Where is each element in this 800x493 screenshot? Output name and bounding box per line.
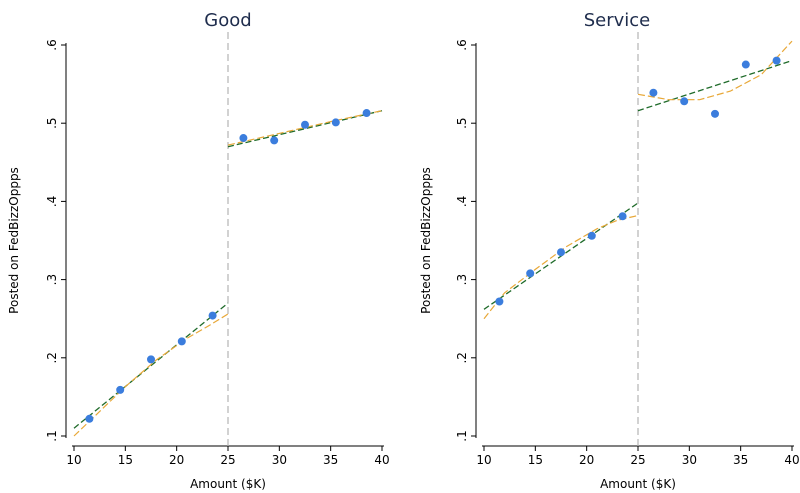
data-point bbox=[495, 297, 504, 306]
polynomial-fit-line bbox=[227, 110, 383, 146]
data-point bbox=[772, 56, 781, 65]
data-point bbox=[741, 60, 750, 69]
data-point bbox=[526, 269, 535, 278]
x-tick-label: 10 bbox=[476, 453, 491, 467]
y-tick-label: .4 bbox=[455, 196, 469, 207]
linear-fit-line bbox=[637, 59, 793, 112]
x-tick-label: 20 bbox=[579, 453, 594, 467]
x-axis-label: Amount ($K) bbox=[600, 477, 676, 491]
data-point bbox=[301, 120, 309, 129]
polynomial-fit-line bbox=[73, 313, 229, 437]
y-tick-label: .5 bbox=[45, 117, 59, 128]
x-tick-label: 20 bbox=[169, 453, 184, 467]
data-point bbox=[270, 136, 279, 145]
x-tick-label: 40 bbox=[784, 453, 799, 467]
x-tick-label: 40 bbox=[374, 453, 389, 467]
data-point bbox=[557, 248, 565, 257]
y-tick-label: .2 bbox=[455, 352, 469, 363]
x-tick-label: 35 bbox=[323, 453, 338, 467]
x-axis-label: Amount ($K) bbox=[190, 477, 266, 491]
data-point bbox=[711, 109, 719, 118]
data-point bbox=[680, 97, 689, 106]
y-axis-label: Posted on FedBizzOppps bbox=[7, 167, 21, 314]
chart-panel-good: Good .1 .2 .3 .4 .5 .6 Posted on FedBizzOppps 10… bbox=[7, 10, 390, 491]
y-tick-label: .1 bbox=[455, 430, 469, 441]
data-point bbox=[177, 337, 186, 346]
data-point bbox=[331, 118, 340, 127]
y-tick-label: .4 bbox=[45, 196, 59, 207]
x-tick-label: 35 bbox=[733, 453, 748, 467]
data-point bbox=[618, 212, 627, 221]
y-tick-label: .2 bbox=[45, 352, 59, 363]
x-tick-label: 25 bbox=[630, 453, 645, 467]
data-point bbox=[147, 355, 155, 364]
x-tick-label: 25 bbox=[220, 453, 235, 467]
data-point bbox=[116, 385, 125, 394]
y-axis-label: Posted on FedBizzOppps bbox=[419, 167, 433, 314]
linear-fit-line bbox=[73, 302, 229, 429]
y-tick-label: .6 bbox=[455, 39, 469, 50]
x-tick-label: 15 bbox=[118, 453, 133, 467]
chart-title: Service bbox=[584, 10, 651, 31]
data-point bbox=[239, 134, 248, 143]
data-point bbox=[208, 311, 217, 320]
polynomial-fit-line bbox=[637, 40, 793, 101]
chart-panel-service: Service .1 .2 .3 .4 .5 .6 Posted on FedBizzOppp… bbox=[419, 10, 800, 491]
y-tick-label: .1 bbox=[45, 430, 59, 441]
chart-title: Good bbox=[204, 10, 251, 31]
x-tick-label: 30 bbox=[272, 453, 287, 467]
y-tick-label: .5 bbox=[455, 117, 469, 128]
x-tick-label: 10 bbox=[66, 453, 81, 467]
x-tick-label: 30 bbox=[682, 453, 697, 467]
data-point bbox=[649, 88, 658, 97]
polynomial-fit-line bbox=[483, 214, 639, 320]
data-point bbox=[362, 109, 371, 118]
x-tick-label: 15 bbox=[528, 453, 543, 467]
y-tick-label: .6 bbox=[45, 39, 59, 50]
y-tick-label: .3 bbox=[455, 274, 469, 285]
data-point bbox=[587, 231, 596, 240]
y-tick-label: .3 bbox=[45, 274, 59, 285]
data-point bbox=[85, 414, 94, 423]
